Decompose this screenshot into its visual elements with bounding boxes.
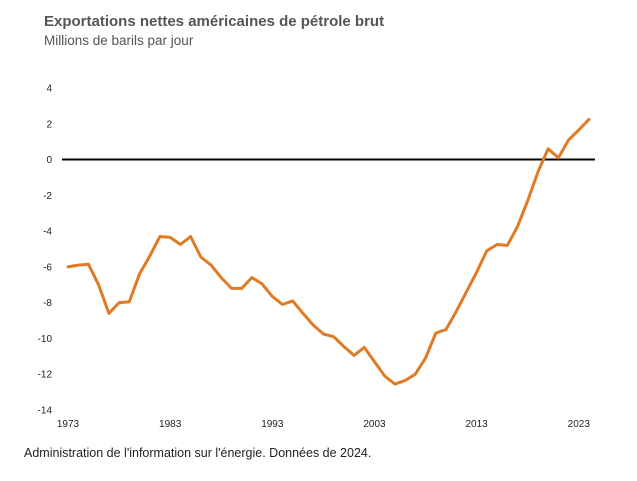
series-line-net-exports [66,117,591,386]
x-tick-label: 1973 [57,419,80,430]
y-tick-label: 2 [46,119,52,130]
x-tick-label: 1993 [261,419,284,430]
y-tick-label: 4 [46,84,52,95]
y-tick-label: -4 [43,227,52,238]
chart-subtitle: Millions de barils par jour [44,33,194,48]
x-tick-label: 1983 [159,419,182,430]
y-tick-label: -10 [38,334,53,345]
x-tick-label: 2003 [363,419,386,430]
x-axis: 1973 1983 1993 2003 2013 2023 [57,419,590,430]
y-tick-label: -8 [43,298,52,309]
chart-title: Exportations nettes américaines de pétro… [44,13,385,30]
y-tick-label: -6 [43,262,52,273]
source-note: Administration de l'information sur l'én… [24,446,372,460]
x-tick-label: 2023 [568,419,591,430]
y-tick-label: 0 [46,155,52,166]
y-tick-label: -2 [43,191,52,202]
y-axis: 4 2 0 -2 -4 -6 -8 -10 -12 -14 [38,84,53,417]
y-tick-label: -14 [38,406,53,417]
x-tick-label: 2013 [466,419,489,430]
y-tick-label: -12 [38,370,53,381]
